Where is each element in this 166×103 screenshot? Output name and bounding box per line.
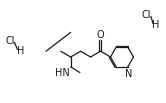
Text: N: N (124, 69, 132, 79)
Text: HN: HN (55, 68, 70, 78)
Text: Cl: Cl (142, 10, 152, 20)
Text: Cl: Cl (5, 36, 14, 46)
Text: O: O (97, 30, 104, 40)
Text: H: H (17, 46, 24, 56)
Text: H: H (152, 20, 159, 30)
